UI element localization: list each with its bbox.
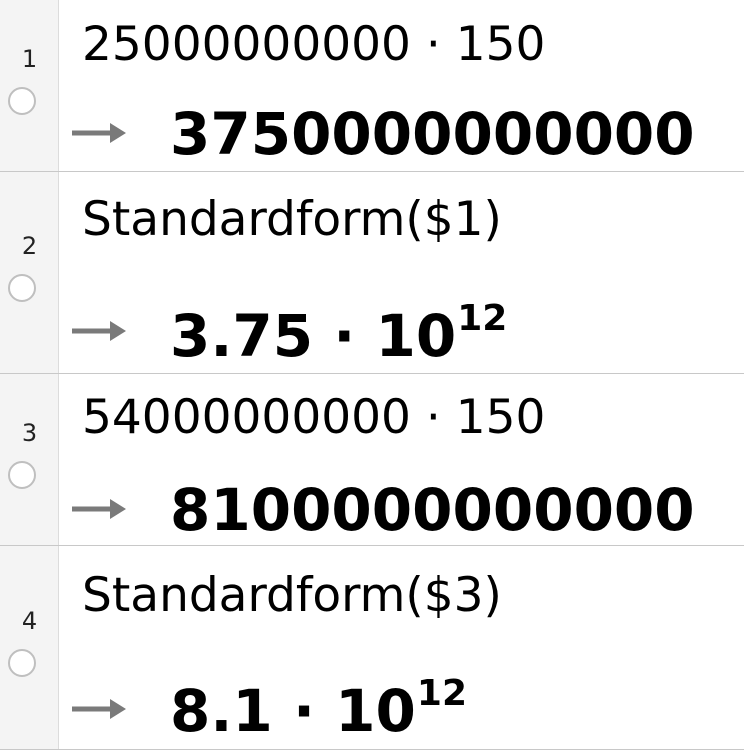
output-base: 3.75 · 10 xyxy=(170,302,457,370)
row-gutter: 2 xyxy=(0,172,59,373)
cas-output: 8.1 · 1012 xyxy=(170,676,467,741)
right-arrow-icon xyxy=(72,499,126,519)
output-exponent: 12 xyxy=(416,673,467,714)
circle-toggle-icon[interactable] xyxy=(8,274,36,302)
cas-row-4[interactable]: 4 Standardform($3) 8.1 · 1012 xyxy=(0,546,744,750)
row-number: 4 xyxy=(21,607,38,635)
row-number: 3 xyxy=(21,419,38,447)
right-arrow-icon xyxy=(72,123,126,143)
cas-output: 3.75 · 1012 xyxy=(170,301,507,366)
right-arrow-icon xyxy=(72,321,126,341)
row-number: 2 xyxy=(21,232,38,260)
cas-input[interactable]: 25000000000 · 150 xyxy=(82,17,546,72)
cas-output: 3750000000000 xyxy=(170,100,695,168)
circle-toggle-icon[interactable] xyxy=(8,461,36,489)
circle-toggle-icon[interactable] xyxy=(8,649,36,677)
row-gutter: 4 xyxy=(0,546,59,749)
cas-input[interactable]: Standardform($1) xyxy=(82,192,502,247)
cas-row-2[interactable]: 2 Standardform($1) 3.75 · 1012 xyxy=(0,172,744,374)
cas-input[interactable]: 54000000000 · 150 xyxy=(82,390,546,445)
cas-row-3[interactable]: 3 54000000000 · 150 8100000000000 xyxy=(0,374,744,546)
cas-input[interactable]: Standardform($3) xyxy=(82,568,502,623)
row-gutter: 1 xyxy=(0,0,59,171)
output-base: 8.1 · 10 xyxy=(170,677,416,745)
output-exponent: 12 xyxy=(457,298,508,339)
circle-toggle-icon[interactable] xyxy=(8,87,36,115)
row-number: 1 xyxy=(21,45,38,73)
right-arrow-icon xyxy=(72,699,126,719)
cas-row-1[interactable]: 1 25000000000 · 150 3750000000000 xyxy=(0,0,744,172)
row-gutter: 3 xyxy=(0,374,59,545)
cas-output: 8100000000000 xyxy=(170,476,695,544)
